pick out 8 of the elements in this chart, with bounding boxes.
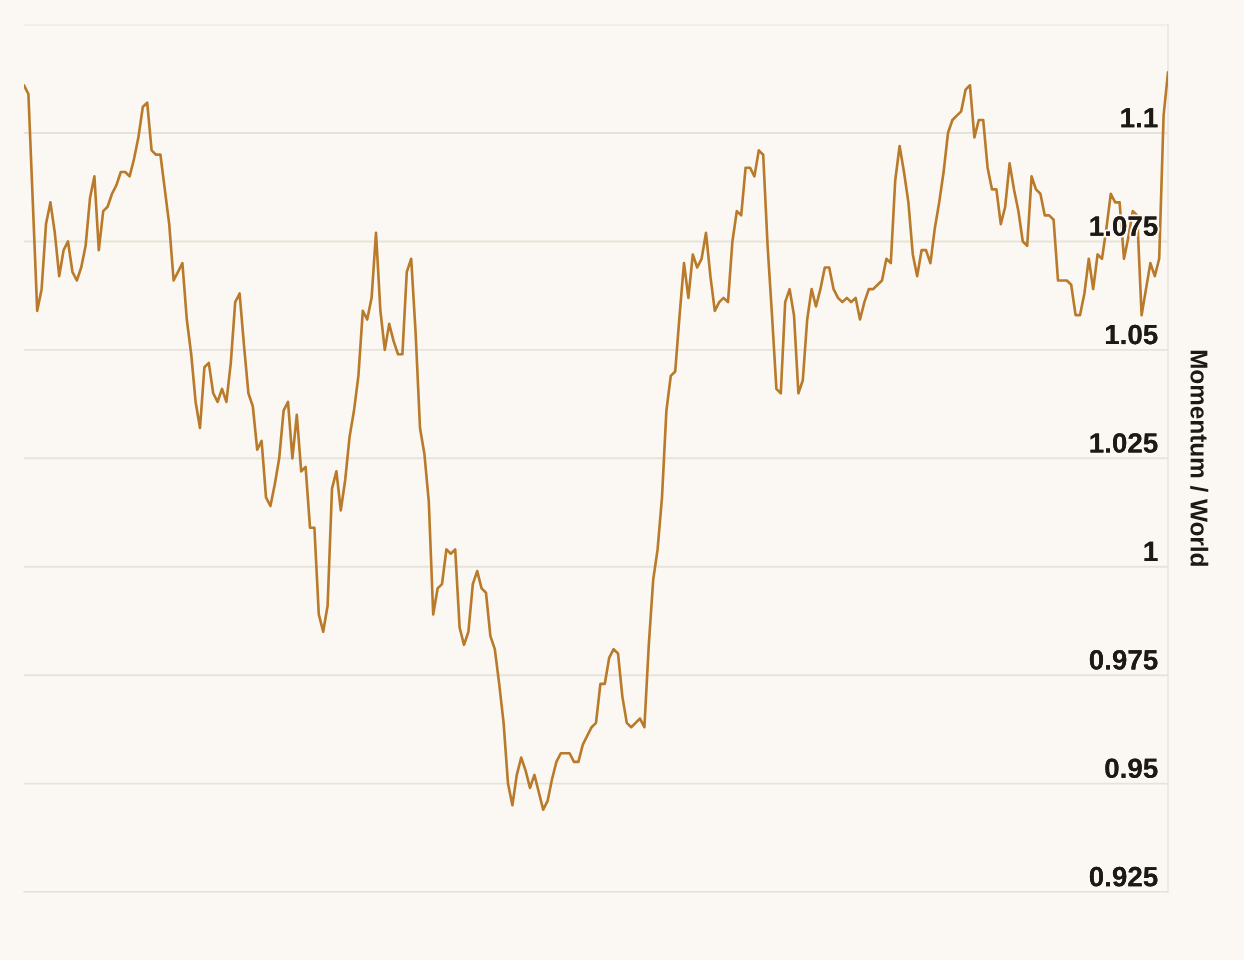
y-tick-label: 1.1 <box>1121 108 1158 128</box>
y-tick-label: 0.925 <box>1089 866 1158 887</box>
y-tick-label: 1 <box>1144 541 1158 561</box>
y-tick-label: 0.95 <box>1105 758 1158 779</box>
y-tick-label: 1.05 <box>1105 324 1158 345</box>
y-tick-label: 1.025 <box>1090 433 1158 453</box>
y-tick-label: 0.975 <box>1089 650 1158 670</box>
y-axis-title: Momentum / World <box>1190 350 1209 566</box>
